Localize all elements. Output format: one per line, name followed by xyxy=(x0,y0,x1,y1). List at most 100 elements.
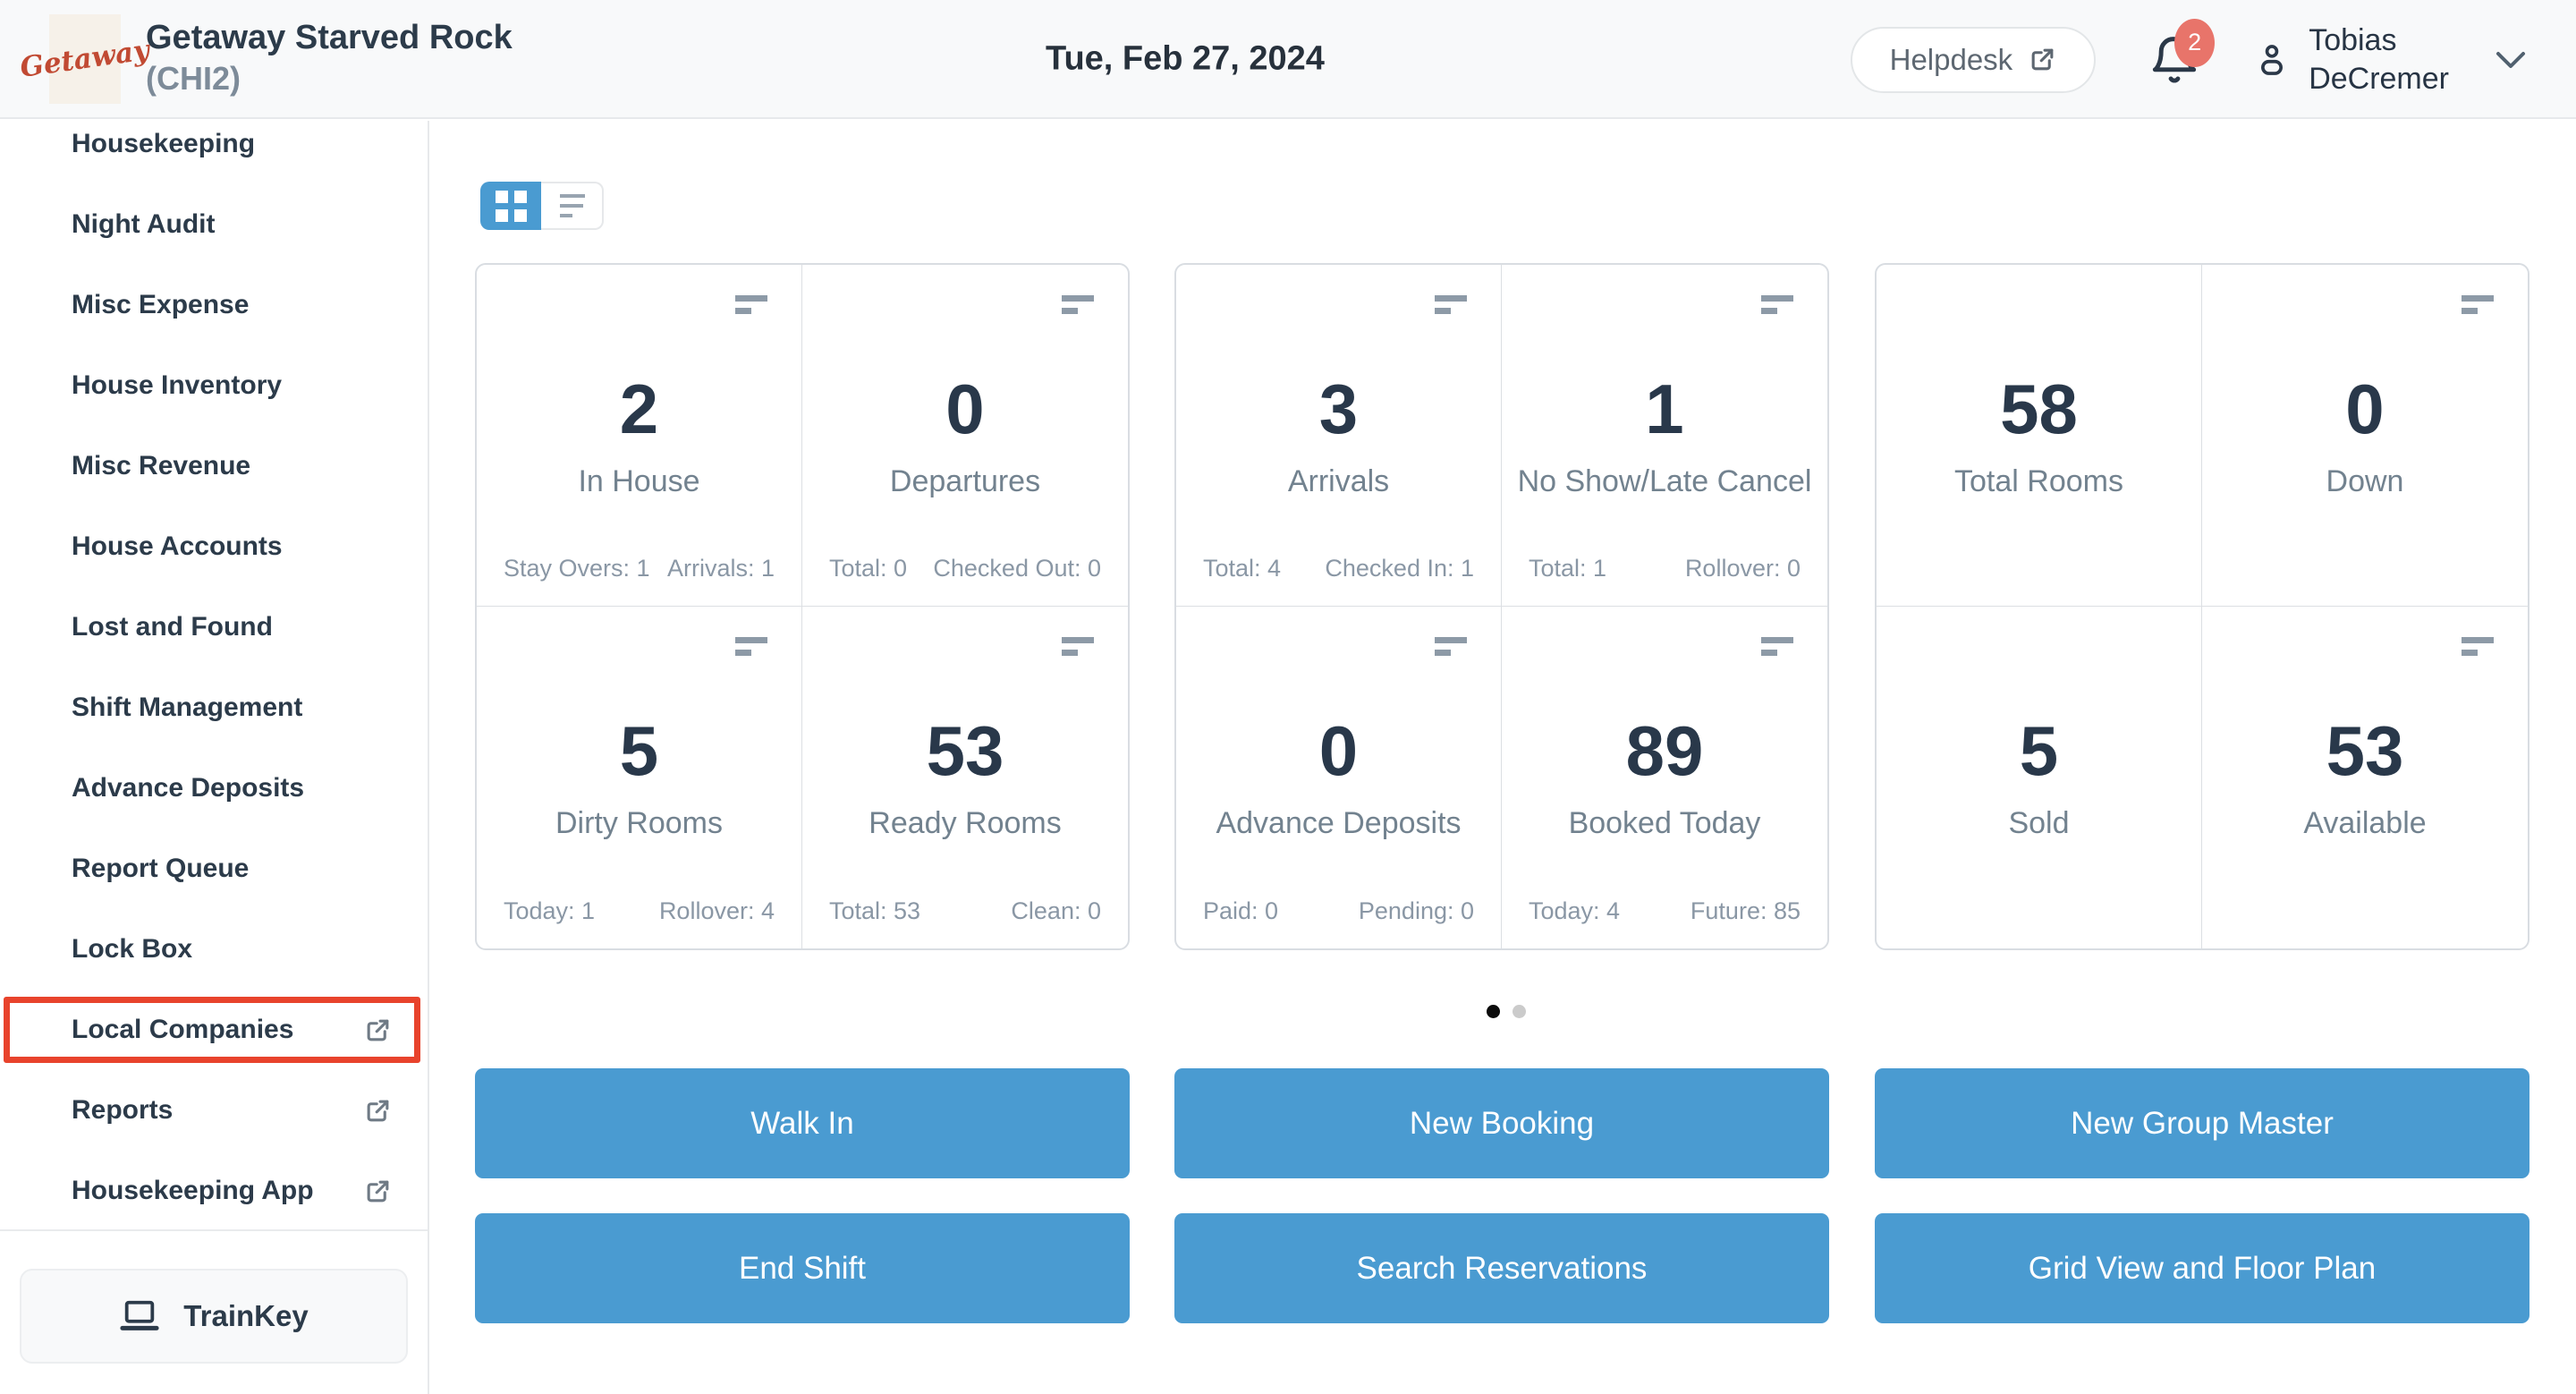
details-icon xyxy=(1761,637,1793,656)
grid-view-floor-plan-button[interactable]: Grid View and Floor Plan xyxy=(1875,1213,2529,1323)
search-reservations-button[interactable]: Search Reservations xyxy=(1174,1213,1829,1323)
stat-sub-right: Future: 85 xyxy=(1690,897,1801,924)
stat-sub-left: Total: 53 xyxy=(829,897,921,924)
sidebar-item-house-inventory[interactable]: House Inventory xyxy=(72,370,283,400)
stat-label: In House xyxy=(578,463,700,498)
sidebar-item-misc-expense[interactable]: Misc Expense xyxy=(72,290,250,319)
availability-card-group: 58 Total Rooms 0 Down 5 Sold 53 Availabl… xyxy=(1875,263,2529,950)
details-icon xyxy=(1062,295,1094,314)
stat-sub-right: Checked In: 1 xyxy=(1325,555,1474,582)
stat-card-available[interactable]: 53 Available xyxy=(2202,607,2528,948)
laptop-icon xyxy=(119,1297,160,1335)
stat-label: Total Rooms xyxy=(1954,463,2123,498)
stat-sub-left: Total: 4 xyxy=(1203,555,1282,582)
stat-value: 58 xyxy=(2000,369,2078,448)
sidebar-item-local-companies[interactable]: Local Companies xyxy=(0,997,428,1063)
chevron-down-icon xyxy=(2492,47,2529,72)
details-icon xyxy=(735,637,767,656)
external-link-icon xyxy=(2029,46,2056,73)
helpdesk-button[interactable]: Helpdesk xyxy=(1850,26,2097,93)
stat-label: Sold xyxy=(2008,806,2070,840)
stat-value: 0 xyxy=(1318,711,1359,790)
carousel-dot-1[interactable] xyxy=(1487,1005,1500,1018)
stat-card-sold[interactable]: 5 Sold xyxy=(1877,607,2202,948)
stat-sub-right: Pending: 0 xyxy=(1358,897,1474,924)
stat-label: Arrivals xyxy=(1287,463,1390,498)
details-icon xyxy=(1062,637,1094,656)
sidebar-item-housekeeping[interactable]: Housekeeping xyxy=(72,129,256,158)
user-menu[interactable]: Tobias DeCremer xyxy=(2253,21,2529,98)
stat-card-dirty-rooms[interactable]: 5 Dirty Rooms Today: 1 Rollover: 4 xyxy=(477,607,802,948)
stat-sub-right: Checked Out: 0 xyxy=(933,555,1101,582)
property-code: (CHI2) xyxy=(146,60,241,97)
sidebar-item-reports[interactable]: Reports xyxy=(0,1087,428,1134)
sidebar-item-misc-revenue[interactable]: Misc Revenue xyxy=(72,451,251,480)
stat-card-arrivals[interactable]: 3 Arrivals Total: 4 Checked In: 1 xyxy=(1176,265,1502,607)
grid-view-toggle[interactable] xyxy=(480,182,541,230)
stat-label: Advance Deposits xyxy=(1216,806,1462,840)
carousel-dot-2[interactable] xyxy=(1513,1005,1526,1018)
stat-label: Departures xyxy=(889,463,1041,498)
stat-value: 0 xyxy=(2345,369,2385,448)
stat-sub-left: Total: 0 xyxy=(829,555,908,582)
end-shift-button[interactable]: End Shift xyxy=(475,1213,1130,1323)
external-link-icon xyxy=(364,1177,392,1205)
new-booking-button[interactable]: New Booking xyxy=(1174,1068,1829,1178)
stat-sub-left: Today: 4 xyxy=(1529,897,1621,924)
sidebar-item-night-audit[interactable]: Night Audit xyxy=(72,209,216,239)
details-icon xyxy=(2462,637,2494,656)
app-header: Getaway Getaway Starved Rock (CHI2) Tue,… xyxy=(0,0,2576,119)
carousel-dots xyxy=(1487,1005,1526,1018)
details-icon xyxy=(735,295,767,314)
header-actions: Helpdesk 2 xyxy=(1850,0,2529,119)
sidebar-item-advance-deposits[interactable]: Advance Deposits xyxy=(72,773,305,803)
stat-card-down[interactable]: 0 Down xyxy=(2202,265,2528,607)
house-card-group: 2 In House Stay Overs: 1 Arrivals: 1 0 D… xyxy=(475,263,1130,950)
stat-sub-right: Arrivals: 1 xyxy=(666,555,775,582)
stat-value: 1 xyxy=(1645,369,1684,448)
stat-sub-left: Paid: 0 xyxy=(1203,897,1279,924)
brand-logo: Getaway xyxy=(19,14,152,104)
stat-sub-right: Clean: 0 xyxy=(1011,897,1101,924)
details-icon xyxy=(2462,295,2494,314)
stat-card-ready-rooms[interactable]: 53 Ready Rooms Total: 53 Clean: 0 xyxy=(802,607,1128,948)
trainkey-label: TrainKey xyxy=(183,1299,309,1332)
sidebar-item-housekeeping-app[interactable]: Housekeeping App xyxy=(0,1168,428,1214)
trainkey-button[interactable]: TrainKey xyxy=(20,1269,408,1364)
person-icon xyxy=(2253,39,2291,81)
stat-sub-left: Total: 1 xyxy=(1529,555,1607,582)
grid-icon xyxy=(495,190,527,222)
sidebar-item-shift-management[interactable]: Shift Management xyxy=(72,693,303,722)
details-icon xyxy=(1435,295,1467,314)
stat-value: 2 xyxy=(619,369,659,448)
notifications-button[interactable]: 2 xyxy=(2148,18,2216,89)
stat-label: Ready Rooms xyxy=(869,806,1062,840)
sidebar-item-lock-box[interactable]: Lock Box xyxy=(72,934,193,964)
stat-label: Down xyxy=(2326,463,2404,498)
sidebar-item-lost-and-found[interactable]: Lost and Found xyxy=(72,612,273,642)
details-icon xyxy=(1761,295,1793,314)
stat-card-advance-deposits[interactable]: 0 Advance Deposits Paid: 0 Pending: 0 xyxy=(1176,607,1502,948)
view-toggle xyxy=(480,182,604,230)
stat-card-departures[interactable]: 0 Departures Total: 0 Checked Out: 0 xyxy=(802,265,1128,607)
stat-card-in-house[interactable]: 2 In House Stay Overs: 1 Arrivals: 1 xyxy=(477,265,802,607)
stat-sub-right: Rollover: 4 xyxy=(658,897,775,924)
list-view-toggle[interactable] xyxy=(541,182,604,230)
details-icon xyxy=(1435,637,1467,656)
sidebar-item-report-queue[interactable]: Report Queue xyxy=(72,854,250,883)
user-name: Tobias DeCremer xyxy=(2309,22,2449,96)
stat-card-booked-today[interactable]: 89 Booked Today Today: 4 Future: 85 xyxy=(1502,607,1827,948)
new-group-master-button[interactable]: New Group Master xyxy=(1875,1068,2529,1178)
stat-label: Dirty Rooms xyxy=(555,806,724,840)
stat-value: 3 xyxy=(1318,369,1359,448)
helpdesk-label: Helpdesk xyxy=(1889,42,2013,76)
stat-card-total-rooms[interactable]: 58 Total Rooms xyxy=(1877,265,2202,607)
business-date: Tue, Feb 27, 2024 xyxy=(1046,39,1325,78)
stat-value: 89 xyxy=(1625,711,1704,790)
walk-in-button[interactable]: Walk In xyxy=(475,1068,1130,1178)
stat-value: 53 xyxy=(2326,711,2404,790)
stat-card-no-show-late-cancel[interactable]: 1 No Show/Late Cancel Total: 1 Rollover:… xyxy=(1502,265,1827,607)
external-link-icon xyxy=(364,1097,392,1125)
sidebar: Housekeeping Night Audit Misc Expense Ho… xyxy=(0,121,429,1394)
sidebar-item-house-accounts[interactable]: House Accounts xyxy=(72,531,283,561)
